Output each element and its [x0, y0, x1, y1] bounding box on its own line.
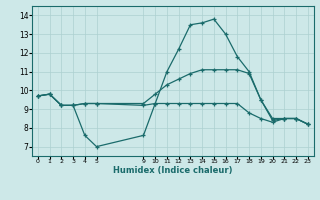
X-axis label: Humidex (Indice chaleur): Humidex (Indice chaleur)	[113, 166, 233, 175]
